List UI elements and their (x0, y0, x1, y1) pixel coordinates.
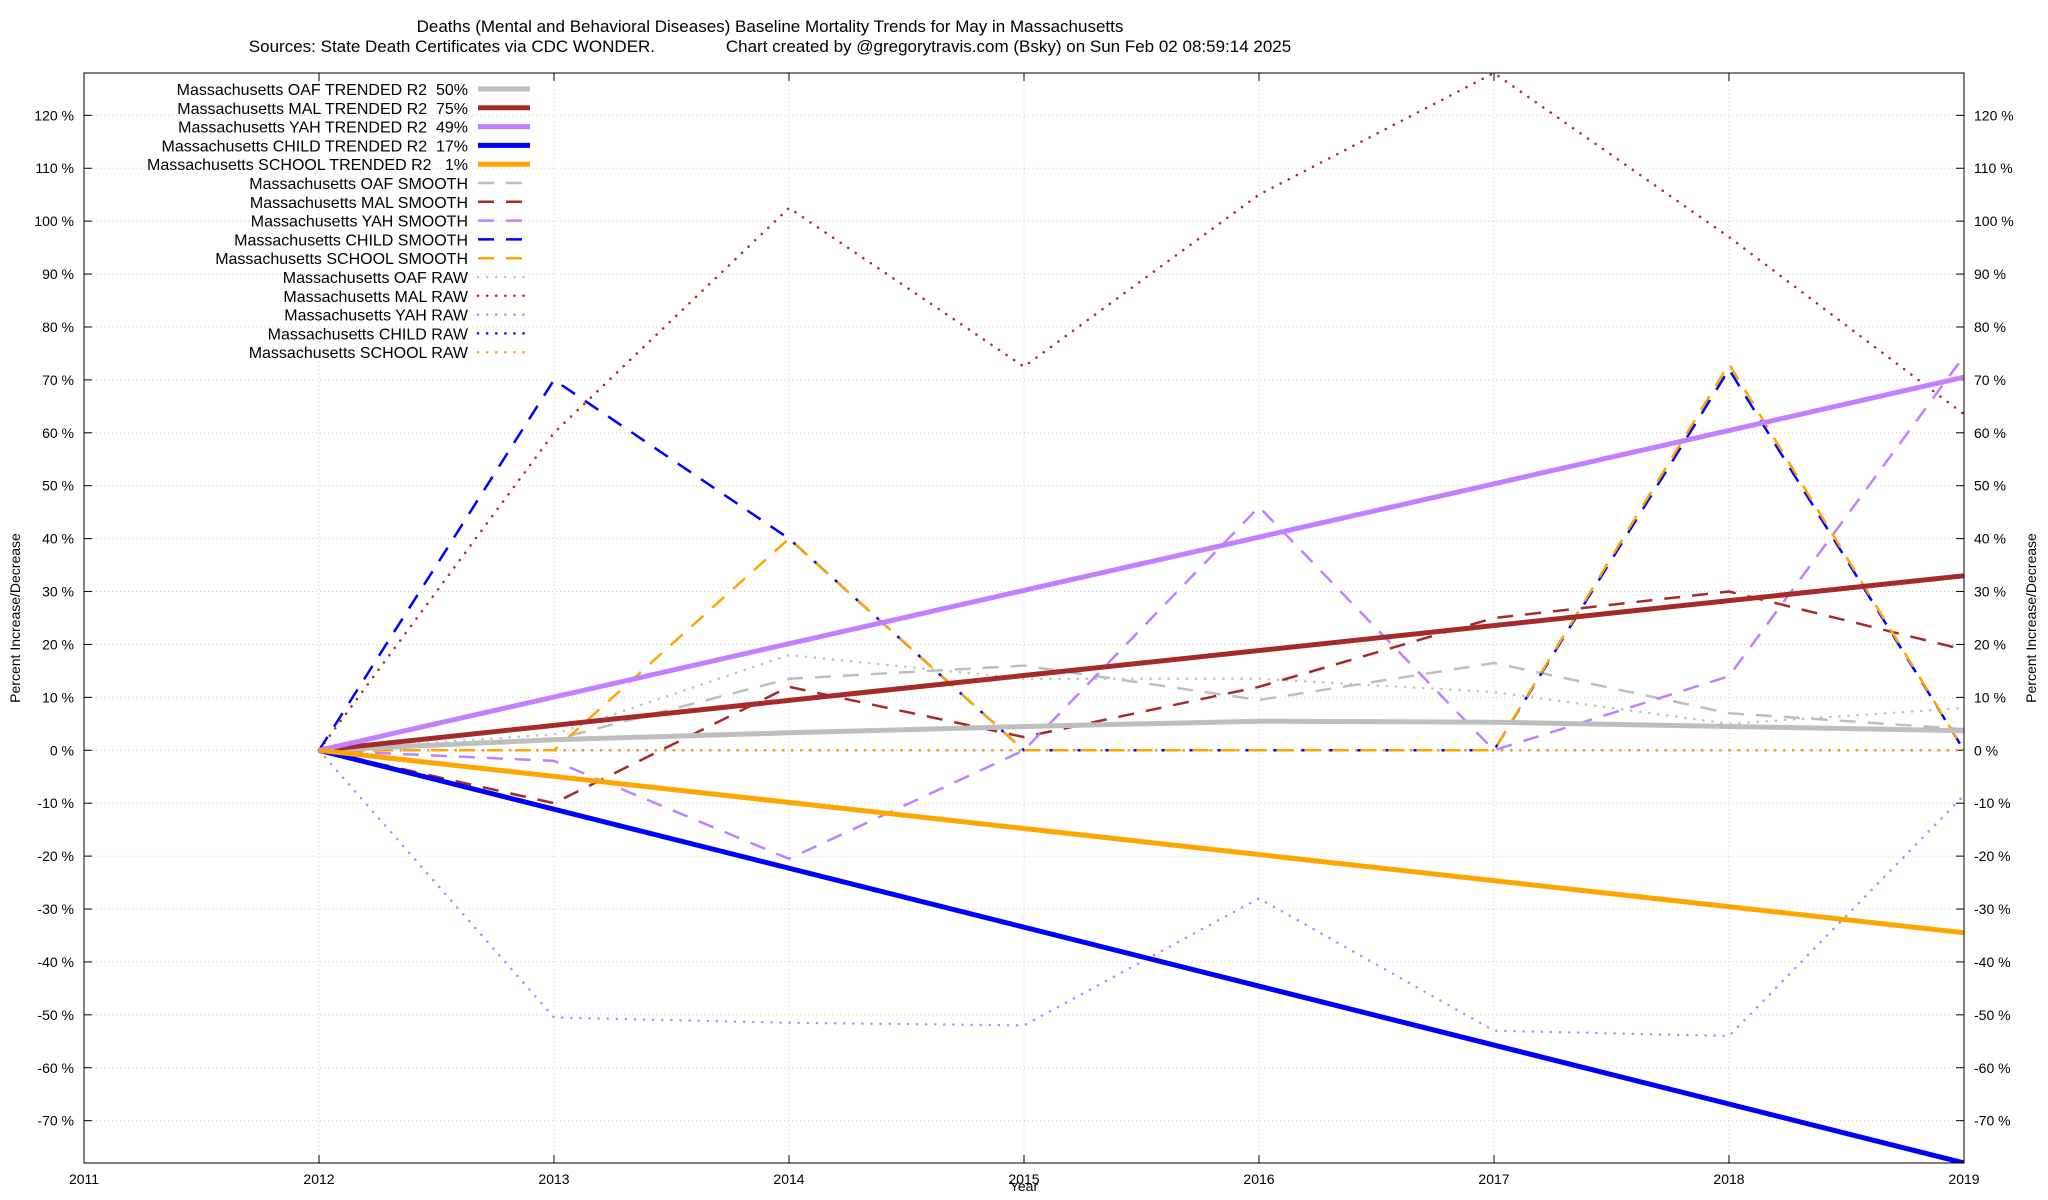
legend-label: Massachusetts MAL TRENDED R2 75% (177, 101, 468, 118)
y-tick-label-right: 50 % (1974, 478, 2006, 494)
y-tick-label-right: 80 % (1974, 319, 2006, 335)
series-line-9 (319, 362, 1964, 752)
legend-label: Massachusetts CHILD SMOOTH (234, 232, 468, 249)
x-tick-label: 2013 (538, 1171, 569, 1187)
legend-label: Massachusetts MAL RAW (283, 289, 469, 306)
series-line-10 (317, 653, 1964, 752)
axes: -70 % -70 % -60 % -60 % -50 % -50 % -40 % -40 %… (34, 73, 2014, 1187)
legend-label: Massachusetts CHILD RAW (268, 326, 469, 343)
y-tick-label-right: -30 % (1974, 901, 2011, 917)
y-tick-label-left: 110 % (35, 160, 74, 176)
chart-title: Deaths (Mental and Behavioral Diseases) … (417, 17, 1124, 36)
y-tick-label-left: 80 % (42, 319, 74, 335)
y-tick-label-left: -40 % (37, 954, 74, 970)
y-tick-label-right: 0 % (1974, 742, 1998, 758)
plot-area (317, 73, 1964, 1163)
y-tick-label-left: 0 % (50, 742, 74, 758)
y-tick-label-right: 120 % (1974, 107, 2014, 123)
chart-subtitle: Sources: State Death Certificates via CD… (249, 37, 1291, 56)
series-line-6 (318, 590, 1964, 805)
legend-label: Massachusetts CHILD TRENDED R2 17% (162, 138, 468, 155)
y-tick-label-right: -40 % (1974, 954, 2011, 970)
series-line-0 (318, 718, 1964, 753)
y-tick-label-left: -20 % (37, 848, 74, 864)
y2-axis-label: Percent Increase/Decrease (2023, 533, 2039, 703)
legend-label: Massachusetts OAF RAW (283, 270, 469, 287)
series-line-2 (318, 374, 1964, 753)
y-tick-label-right: 70 % (1974, 372, 2006, 388)
y-tick-label-right: -70 % (1974, 1113, 2011, 1129)
y-tick-label-left: 90 % (42, 266, 74, 282)
y-tick-label-right: -60 % (1974, 1060, 2011, 1076)
y-tick-label-left: -60 % (37, 1060, 74, 1076)
y-tick-label-left: -70 % (37, 1113, 74, 1129)
y-tick-label-right: 90 % (1974, 266, 2006, 282)
series-line-1 (318, 573, 1964, 753)
x-tick-label: 2019 (1948, 1171, 1979, 1187)
y-axis-label: Percent Increase/Decrease (7, 533, 23, 703)
legend-label: Massachusetts OAF TRENDED R2 50% (177, 82, 468, 99)
x-tick-label: 2012 (303, 1171, 334, 1187)
y-tick-label-right: -50 % (1974, 1007, 2011, 1023)
legend-label: Massachusetts SCHOOL TRENDED R2 1% (147, 157, 468, 174)
y-tick-label-left: -30 % (37, 901, 74, 917)
y-tick-label-left: 50 % (42, 478, 74, 494)
legend-label: Massachusetts SCHOOL RAW (249, 345, 469, 362)
series-line-12 (317, 749, 1964, 1038)
x-tick-label: 2018 (1713, 1171, 1744, 1187)
legend-label: Massachusetts OAF SMOOTH (249, 176, 468, 193)
y-tick-label-left: 100 % (34, 213, 74, 229)
plot-frame (83, 72, 1965, 1164)
y-tick-label-right: 40 % (1974, 531, 2006, 547)
x-tick-label: 2017 (1478, 1171, 1509, 1187)
x-tick-label: 2014 (773, 1171, 804, 1187)
legend-label: Massachusetts YAH SMOOTH (251, 214, 468, 231)
x-tick-label: 2011 (69, 1171, 99, 1187)
y-tick-label-left: -10 % (37, 795, 74, 811)
x-tick-label: 2016 (1243, 1171, 1274, 1187)
y-tick-label-right: -20 % (1974, 848, 2011, 864)
y-tick-label-right: 10 % (1974, 689, 2006, 705)
series-line-7 (318, 355, 1964, 861)
y-tick-label-right: 110 % (1974, 160, 2013, 176)
y-tick-label-left: -50 % (37, 1007, 74, 1023)
legend-label: Massachusetts YAH TRENDED R2 49% (178, 120, 468, 137)
y-tick-label-left: 70 % (42, 372, 74, 388)
legend-label: Massachusetts SCHOOL SMOOTH (215, 251, 468, 268)
legend: Massachusetts OAF TRENDED R2 50% Massachu… (147, 82, 532, 362)
y-tick-label-left: 30 % (42, 584, 74, 600)
y-tick-label-left: 60 % (42, 425, 74, 441)
y-tick-label-right: 30 % (1974, 584, 2006, 600)
y-tick-label-right: 60 % (1974, 425, 2006, 441)
y-tick-label-left: 20 % (42, 636, 74, 652)
series-line-11 (317, 73, 1964, 752)
legend-label: Massachusetts MAL SMOOTH (250, 195, 468, 212)
y-tick-label-left: 40 % (42, 531, 74, 547)
y-tick-label-left: 10 % (42, 689, 74, 705)
y-tick-label-right: 20 % (1974, 636, 2006, 652)
y-tick-label-right: -10 % (1974, 795, 2011, 811)
x-tick-label: 2015 (1008, 1171, 1039, 1187)
y-tick-label-left: 120 % (34, 107, 74, 123)
series-line-3 (318, 747, 1964, 1163)
legend-label: Massachusetts YAH RAW (284, 308, 469, 325)
series-line-4 (318, 747, 1964, 936)
y-tick-label-right: 100 % (1974, 213, 2014, 229)
x-axis-label: Year (1010, 1178, 1039, 1194)
